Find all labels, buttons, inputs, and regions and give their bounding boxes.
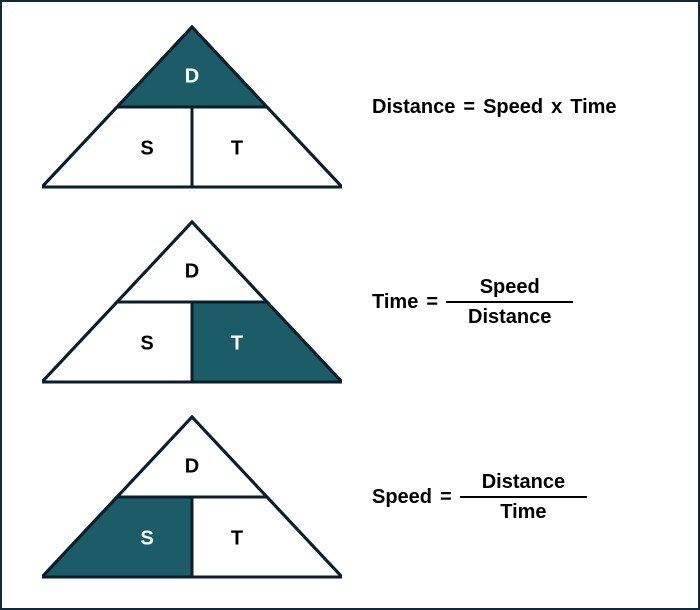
triangle-svg — [42, 17, 342, 197]
denominator: Distance — [446, 303, 573, 329]
triangle-time: D S T — [42, 212, 342, 392]
row-speed: D S T Speed = Distance Time — [2, 402, 698, 592]
triangle-speed: D S T — [42, 407, 342, 587]
cell-T-fill — [192, 497, 342, 577]
op: x — [551, 96, 562, 119]
formula-time: Time = Speed Distance — [372, 275, 573, 329]
numerator: Distance — [460, 470, 587, 496]
equals: = — [440, 486, 452, 509]
fraction: Speed Distance — [446, 275, 573, 329]
triangle-distance: D S T — [42, 17, 342, 197]
formula-speed: Speed = Distance Time — [372, 470, 587, 524]
formula-distance: Distance = Speed x Time — [372, 96, 617, 119]
rhs-a: Speed — [483, 96, 543, 119]
triangle-svg — [42, 407, 342, 587]
cell-S-fill — [42, 302, 192, 382]
equals: = — [463, 96, 475, 119]
row-distance: D S T Distance = Speed x Time — [2, 12, 698, 202]
cell-D-fill — [117, 27, 267, 107]
cell-T-fill — [192, 107, 342, 187]
rhs-b: Time — [570, 96, 616, 119]
numerator: Speed — [458, 275, 562, 301]
cell-D-fill — [117, 417, 267, 497]
cell-S-fill — [42, 107, 192, 187]
lhs: Speed — [372, 486, 432, 509]
cell-S-fill — [42, 497, 192, 577]
fraction: Distance Time — [460, 470, 587, 524]
row-time: D S T Time = Speed Distance — [2, 207, 698, 397]
equals: = — [426, 291, 438, 314]
lhs: Time — [372, 291, 418, 314]
cell-D-fill — [117, 222, 267, 302]
triangle-svg — [42, 212, 342, 392]
lhs: Distance — [372, 96, 455, 119]
diagram-frame: D S T Distance = Speed x Time D S — [0, 0, 700, 610]
cell-T-fill — [192, 302, 342, 382]
denominator: Time — [478, 498, 568, 524]
